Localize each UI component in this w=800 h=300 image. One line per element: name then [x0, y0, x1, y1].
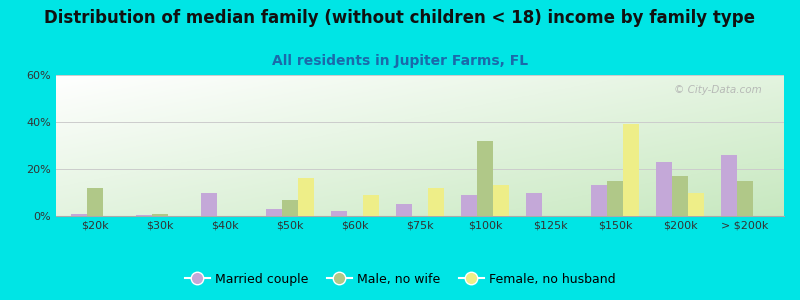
- Bar: [607, 181, 623, 216]
- Text: © City-Data.com: © City-Data.com: [674, 85, 762, 95]
- Bar: [477, 141, 493, 216]
- Bar: [330, 211, 347, 216]
- Bar: [87, 188, 103, 216]
- Bar: [590, 185, 607, 216]
- Text: Distribution of median family (without children < 18) income by family type: Distribution of median family (without c…: [45, 9, 755, 27]
- Bar: [493, 185, 510, 216]
- Bar: [152, 214, 168, 216]
- Bar: [737, 181, 753, 216]
- Bar: [136, 215, 152, 216]
- Bar: [201, 193, 217, 216]
- Bar: [396, 204, 412, 216]
- Bar: [363, 195, 379, 216]
- Bar: [656, 162, 672, 216]
- Bar: [266, 209, 282, 216]
- Bar: [282, 200, 298, 216]
- Bar: [688, 193, 704, 216]
- Bar: [461, 195, 477, 216]
- Bar: [70, 214, 87, 216]
- Bar: [623, 124, 639, 216]
- Bar: [672, 176, 688, 216]
- Bar: [298, 178, 314, 216]
- Text: All residents in Jupiter Farms, FL: All residents in Jupiter Farms, FL: [272, 54, 528, 68]
- Bar: [428, 188, 444, 216]
- Bar: [721, 155, 737, 216]
- Legend: Married couple, Male, no wife, Female, no husband: Married couple, Male, no wife, Female, n…: [180, 268, 620, 291]
- Bar: [526, 193, 542, 216]
